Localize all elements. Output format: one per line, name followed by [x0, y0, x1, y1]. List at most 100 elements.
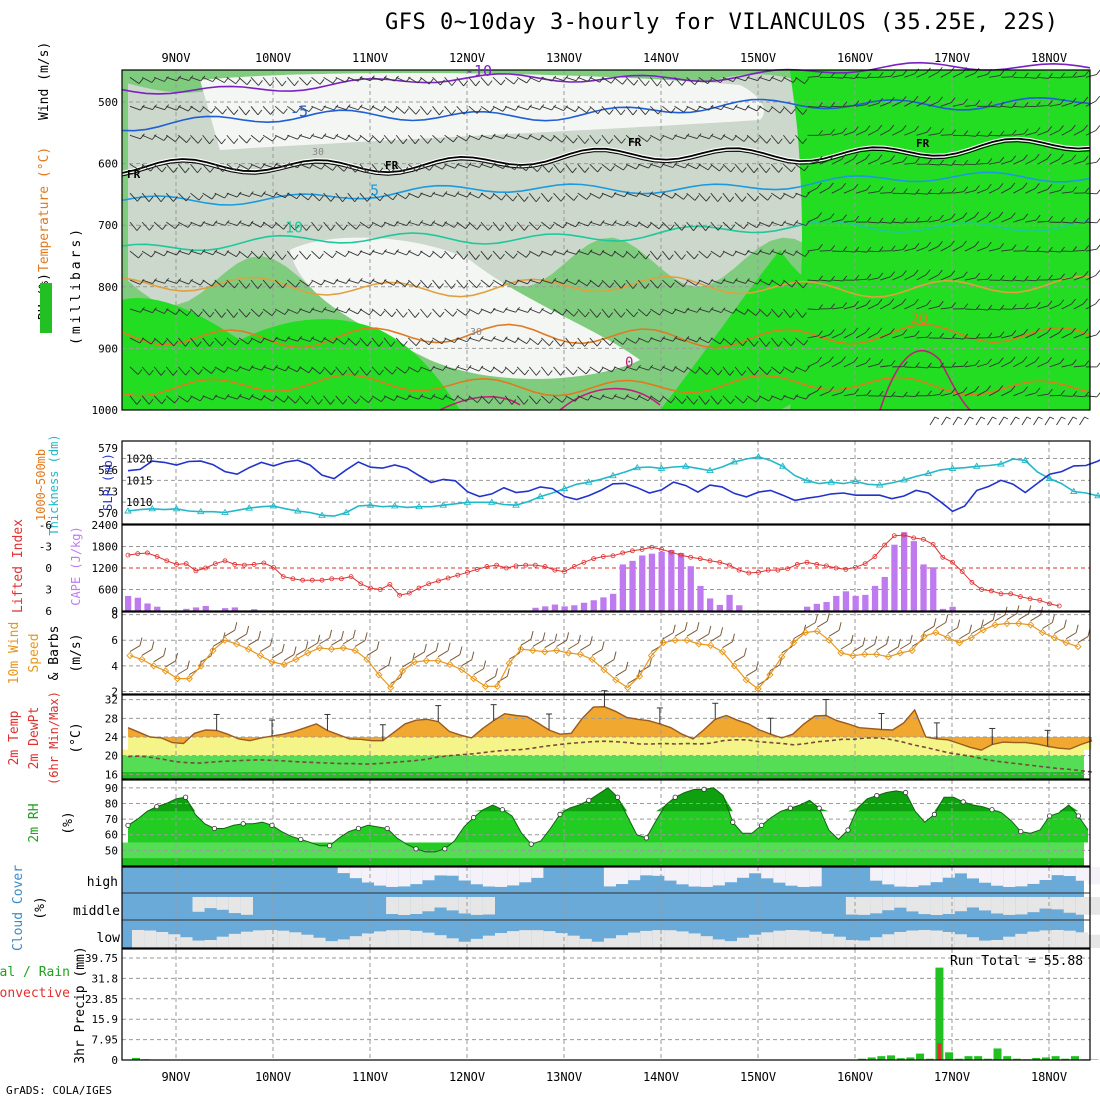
wind-barb [153, 221, 163, 230]
wind-barb-flag [561, 397, 567, 403]
wind-barb-flag [1059, 125, 1064, 131]
cloud-low-clear [1087, 934, 1100, 948]
wind-barb [722, 76, 734, 83]
wind-barb-flag [938, 269, 943, 276]
wind-barb [295, 648, 307, 656]
wind-barb [1001, 249, 1013, 252]
wind-barb-flag [221, 312, 226, 318]
wind-barb-flag [489, 281, 494, 288]
wind-speed-point [375, 671, 383, 679]
lifted-index-point [950, 559, 955, 565]
wind-barb-flag [866, 72, 872, 79]
wind-barb [214, 308, 222, 318]
wind-barb-flag [210, 107, 216, 114]
precip-tick-label: 7.95 [92, 1034, 119, 1047]
wind-barb [615, 669, 627, 677]
wind-barb-flag [753, 167, 759, 174]
wind-barb [589, 134, 597, 145]
wind-barb-flag [780, 193, 785, 200]
wind-barb-flag [683, 194, 688, 200]
wind-barb-flag [527, 307, 532, 313]
lifted-index-point [591, 556, 596, 562]
cloud-low-clear [132, 930, 145, 948]
wind-barb-flag [597, 166, 602, 173]
wind-barb [238, 395, 250, 400]
wind-barb-flag [730, 166, 736, 173]
wind-speed-point [185, 674, 193, 683]
cloud-mid-clear [1003, 897, 1016, 915]
wind-barb [516, 250, 527, 258]
wind-barb [383, 250, 395, 255]
cloud-low-clear [700, 936, 713, 948]
wind-barb [781, 646, 793, 654]
rh-units-label: (%) [61, 811, 76, 834]
wind-speed-point [766, 671, 774, 679]
wind-speed-point [624, 683, 632, 692]
wind-barb [964, 216, 975, 223]
wind-barb [366, 648, 378, 656]
wind-barb-flag [476, 108, 482, 114]
wind-units-label: (m/s) [69, 633, 84, 672]
wind-barb-flag [503, 133, 508, 139]
wind-barb-flag [644, 80, 650, 87]
wind-barb [952, 245, 963, 252]
wind-barb [831, 187, 842, 194]
cape-bar [949, 606, 956, 611]
wind-barb-flag [599, 220, 605, 226]
wind-barb [855, 278, 868, 281]
wind-barb-flag [343, 166, 349, 172]
wind-barb-flag [293, 254, 299, 260]
lifted-index-point [775, 567, 781, 573]
wind-barb-flag [853, 153, 858, 160]
wind-barb-flag [608, 109, 614, 115]
rh-contour-label: 30 [470, 327, 482, 338]
cloud-high-clear [918, 867, 931, 886]
wind-barb-flag [246, 137, 251, 144]
thickness-point [609, 471, 617, 479]
date-bottom-16NOV: 16NOV [837, 1070, 873, 1084]
cloud-low-clear [688, 933, 701, 948]
wind-barb [343, 637, 354, 645]
wind-barb [601, 192, 613, 198]
wind-barb-flag [645, 253, 651, 260]
wind-barb-flag [1071, 97, 1077, 104]
wind-barb-flag [345, 278, 351, 284]
wind-barb [1013, 307, 1025, 310]
wind-barb [637, 395, 649, 402]
wind-barb [940, 218, 952, 223]
wind-barb-flag [186, 310, 192, 316]
wind-barb-flag [261, 364, 266, 371]
wind-barb [843, 158, 854, 165]
wind-barb-flag [173, 340, 179, 347]
wind-barb [989, 75, 1001, 78]
wind-barb-flag [330, 196, 336, 202]
wind-barb [456, 250, 465, 260]
wind-barb-flag [950, 97, 956, 103]
wind-barb-flag [366, 196, 372, 202]
wind-barb-flag [987, 158, 993, 164]
wind-barb [517, 134, 528, 140]
cape-bar [716, 604, 724, 611]
lifted-index-line [127, 534, 1060, 607]
wind-barb-flag [537, 166, 542, 172]
wind-barb-flag [909, 634, 913, 644]
wind-barb [492, 366, 503, 374]
cloud-mid-clear [470, 897, 483, 915]
cape-bar [939, 608, 947, 611]
wind-barb [880, 160, 891, 165]
wind-barb [867, 363, 879, 368]
wind-barb [916, 336, 928, 339]
isotherm-line [121, 374, 1091, 397]
wind-barb-flag [901, 298, 907, 305]
wind-barb [226, 134, 235, 144]
wind-barb [212, 640, 224, 647]
wind-barb [129, 105, 141, 111]
wind-barb [202, 337, 210, 347]
wind-barb [516, 192, 525, 202]
cloud-low-clear [942, 931, 955, 948]
wind-barb-flag [608, 138, 614, 145]
precip-tick-label: 23.85 [85, 993, 118, 1006]
wind-barb [190, 105, 201, 113]
wind-barb [928, 133, 940, 136]
wind-barb-flag [224, 393, 230, 400]
